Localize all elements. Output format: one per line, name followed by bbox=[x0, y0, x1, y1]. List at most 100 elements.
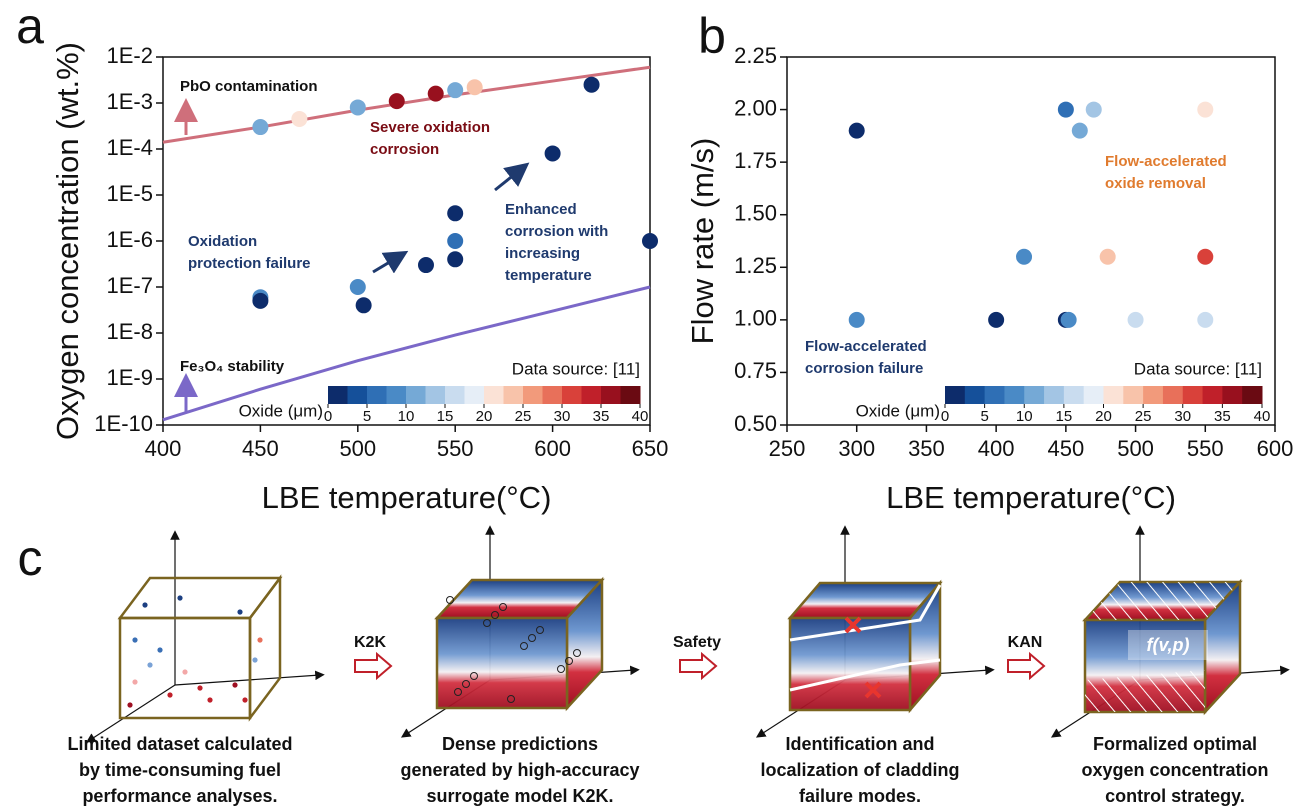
hatched-region bbox=[1085, 582, 1240, 620]
colorbar-tick-label: 20 bbox=[476, 408, 493, 425]
sample-dot bbox=[167, 692, 173, 698]
cube-face bbox=[118, 616, 252, 720]
colorbar-swatch bbox=[464, 386, 485, 404]
colorbar-tick-label: 10 bbox=[1016, 408, 1033, 425]
prediction-dot bbox=[491, 611, 499, 619]
x-tick-label: 300 bbox=[838, 436, 875, 461]
data-point bbox=[447, 233, 464, 249]
data-point bbox=[466, 79, 483, 96]
transition-arrow bbox=[679, 651, 718, 681]
x-axis-title: LBE temperature(°C) bbox=[886, 480, 1176, 515]
data-point bbox=[642, 233, 658, 249]
sample-dot bbox=[237, 609, 243, 615]
caption: surrogate model K2K. bbox=[426, 786, 613, 806]
colorbar-swatch bbox=[503, 386, 524, 404]
caption: control strategy. bbox=[1105, 786, 1245, 806]
y-tick-label: 1.25 bbox=[734, 253, 777, 278]
panel-label: a bbox=[16, 0, 44, 54]
data-point bbox=[417, 257, 434, 274]
y-tick-label: 1E-2 bbox=[107, 43, 153, 68]
x-tick-label: 450 bbox=[1047, 436, 1084, 461]
colorbar-swatch bbox=[1162, 386, 1184, 404]
formula-box bbox=[1128, 630, 1208, 660]
colorbar-swatch bbox=[542, 386, 563, 404]
colorbar-swatch bbox=[523, 386, 543, 404]
data-point bbox=[447, 251, 464, 268]
sample-dot bbox=[232, 682, 238, 688]
cube-face bbox=[248, 574, 282, 722]
axis-arrow bbox=[85, 684, 176, 743]
sample-dot bbox=[132, 679, 138, 685]
y-tick-label: 1E-10 bbox=[94, 411, 153, 436]
caption: by time-consuming fuel bbox=[79, 760, 281, 780]
caption: Limited dataset calculated bbox=[67, 734, 292, 754]
prediction-dot bbox=[507, 695, 515, 703]
data-point bbox=[1071, 122, 1088, 139]
annotation: corrosion bbox=[370, 141, 439, 158]
x-axis-title: LBE temperature(°C) bbox=[262, 480, 552, 515]
colorbar-tick-label: 10 bbox=[398, 408, 415, 425]
boundary-line bbox=[162, 285, 651, 422]
colorbar-swatch bbox=[1123, 386, 1144, 404]
x-tick-label: 600 bbox=[1257, 436, 1294, 461]
colorbar-label: Oxide (μm) bbox=[239, 401, 323, 420]
formula: f(v,p) bbox=[1147, 635, 1190, 655]
colorbar-tick-label: 25 bbox=[1135, 408, 1152, 425]
colorbar-swatch bbox=[386, 386, 407, 404]
colorbar-swatch bbox=[1063, 386, 1085, 404]
colorbar-swatch bbox=[347, 386, 368, 404]
data-point bbox=[988, 311, 1005, 328]
data-point bbox=[291, 110, 308, 127]
transition-label: KAN bbox=[1008, 634, 1043, 651]
caption: Identification and bbox=[785, 734, 934, 754]
y-tick-label: 1E-3 bbox=[107, 89, 153, 114]
data-point bbox=[1057, 101, 1074, 118]
colorbar-swatch bbox=[1024, 386, 1045, 404]
sample-dot bbox=[127, 702, 133, 708]
x-tick-label: 550 bbox=[1187, 436, 1224, 461]
sample-dot bbox=[242, 697, 248, 703]
x-tick-label: 600 bbox=[534, 436, 571, 461]
axis-arrow bbox=[174, 670, 325, 686]
colorbar-swatch bbox=[562, 386, 582, 404]
colorbar-swatch bbox=[1242, 386, 1263, 404]
caption: generated by high-accuracy bbox=[400, 760, 639, 780]
colorbar-tick-label: 0 bbox=[941, 408, 949, 425]
colorbar-swatch bbox=[984, 386, 1005, 404]
boundary-line bbox=[162, 65, 651, 144]
data-point bbox=[1016, 248, 1033, 265]
prediction-dot bbox=[462, 680, 470, 688]
x-tick-label: 500 bbox=[1117, 436, 1154, 461]
prediction-dot bbox=[557, 665, 565, 673]
caption: localization of cladding bbox=[760, 760, 959, 780]
colorbar-swatch bbox=[445, 386, 465, 404]
data-point bbox=[252, 119, 269, 136]
sample-dot bbox=[182, 669, 188, 675]
data-point bbox=[355, 297, 372, 314]
annotation: PbO contamination bbox=[180, 78, 318, 95]
colorbar-tick-label: 35 bbox=[593, 408, 610, 425]
cube-face bbox=[435, 616, 569, 710]
prediction-dot bbox=[573, 649, 581, 657]
colorbar-swatch bbox=[425, 386, 446, 404]
colorbar-tick-label: 20 bbox=[1095, 408, 1112, 425]
annotation: protection failure bbox=[188, 255, 311, 272]
y-tick-label: 2.00 bbox=[734, 95, 777, 120]
sample-dot bbox=[147, 662, 153, 668]
y-tick-label: 1E-8 bbox=[107, 319, 153, 344]
y-tick-label: 1E-6 bbox=[107, 227, 153, 252]
x-tick-label: 350 bbox=[908, 436, 945, 461]
data-point bbox=[427, 85, 444, 102]
failure-mark bbox=[844, 616, 862, 634]
colorbar-swatch bbox=[484, 386, 504, 404]
colorbar-swatch bbox=[620, 386, 641, 404]
transition-arrow bbox=[354, 651, 393, 681]
transition-label: Safety bbox=[673, 634, 721, 651]
y-tick-label: 2.25 bbox=[734, 43, 777, 68]
data-point bbox=[388, 93, 405, 110]
failure-boundary bbox=[789, 584, 942, 642]
colorbar-tick-label: 40 bbox=[632, 408, 649, 425]
colorbar-swatch bbox=[1222, 386, 1243, 404]
x-tick-label: 650 bbox=[632, 436, 669, 461]
